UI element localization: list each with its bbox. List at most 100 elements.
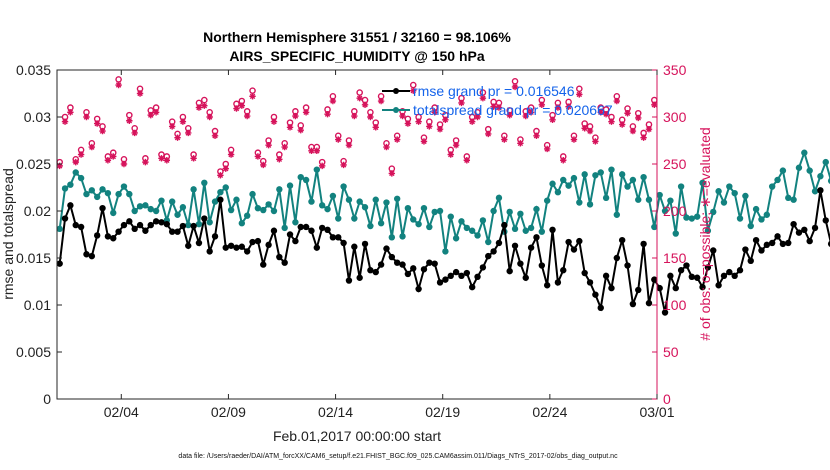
rmse-point [152,218,160,225]
obs-evaluated-point [651,101,658,108]
rmse-point [340,239,347,247]
totalspread-point [393,195,401,202]
totalspread-point [635,196,642,203]
rmse-point [297,223,304,231]
totalspread-point [661,207,669,215]
right-tick-label: 150 [663,250,687,266]
totalspread-point [715,188,722,195]
rmse-point [468,283,476,291]
rmse-point [747,257,754,265]
obs-evaluated-point [527,109,535,116]
rmse-point [404,270,412,278]
obs-evaluated-point [485,130,492,138]
rmse-point [661,309,669,316]
rmse-point [72,221,79,229]
rmse-point [474,273,481,280]
left-tick-label: 0.01 [24,297,51,313]
obs-evaluated-point [297,126,304,134]
rmse-point [565,238,572,246]
right-tick-label: 300 [663,109,687,125]
rmse-point [286,231,294,238]
rmse-point [452,268,460,276]
rmse-point [501,221,508,229]
obs-evaluated-point [383,143,390,151]
obs-evaluated-point [645,126,653,133]
totalspread-point [629,176,637,184]
totalspread-point [426,223,433,231]
obs-evaluated-point [522,112,529,120]
rmse-point [720,272,728,280]
rmse-point [785,239,792,247]
obs-evaluated-point [217,172,224,179]
rmse-point [597,304,604,312]
totalspread-point [801,149,808,156]
obs-evaluated-point [629,127,637,135]
obs-evaluated-point [624,110,631,117]
rmse-point [801,226,808,233]
obs-evaluated-point [565,103,572,110]
x-tick-label: 03/01 [639,404,674,420]
rmse-point [490,248,497,255]
totalspread-point [608,166,615,173]
totalspread-point [270,207,278,215]
totalspread-point [768,183,776,190]
left-tick-label: 0.005 [16,344,51,360]
totalspread-point [543,197,551,204]
rmse-point [758,247,765,254]
totalspread-point [431,208,438,216]
obs-evaluated-point [602,110,610,118]
rmse-point [292,237,299,245]
obs-evaluated-point [608,118,615,125]
rmse-point [822,217,829,224]
totalspread-point [527,224,535,232]
rmse-point [88,252,96,260]
totalspread-point [335,215,342,222]
totalspread-point [367,222,374,230]
rmse-point [136,221,144,229]
totalspread-point [468,227,476,234]
obs-evaluated-point [554,104,562,111]
totalspread-point [120,183,128,190]
y-axis-left-label: rmse and totalspread [0,168,16,300]
rmse-point [742,246,749,253]
rmse-point [677,267,685,274]
totalspread-point [538,228,546,235]
rmse-point [281,259,288,266]
totalspread-point [763,211,771,218]
obs-evaluated-point [163,157,171,164]
rmse-point [811,224,819,232]
totalspread-point [560,176,567,184]
totalspread-point [324,205,331,213]
obs-evaluated-point [61,118,69,125]
rmse-point [168,228,176,235]
totalspread-point [570,174,578,182]
totalspread-point [152,207,160,215]
rmse-point [752,236,760,244]
totalspread-point [115,190,122,198]
totalspread-point [83,190,90,198]
rmse-point [431,260,438,267]
obs-evaluated-point [126,117,133,124]
rmse-point [393,259,401,266]
totalspread-point [511,225,519,233]
totalspread-point [206,219,213,226]
totalspread-point [420,204,428,212]
right-tick-label: 250 [663,156,687,172]
rmse-point [693,274,701,281]
totalspread-point [110,209,117,217]
rmse-point [592,291,599,298]
totalspread-point [131,207,138,215]
totalspread-point [410,216,417,223]
totalspread-point [436,207,444,215]
rmse-point [249,238,256,246]
x-tick-label: 02/14 [318,404,353,420]
obs-evaluated-point [340,161,347,169]
obs-evaluated-point [110,153,117,160]
rmse-point [324,226,331,233]
obs-evaluated-point [249,93,256,100]
obs-evaluated-point [404,120,412,127]
obs-evaluated-point [227,151,235,158]
rmse-point [517,260,524,267]
totalspread-point [517,210,524,218]
rmse-point [447,272,454,280]
